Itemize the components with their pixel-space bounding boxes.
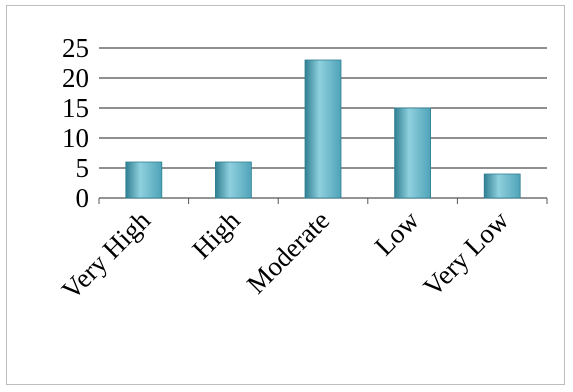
x-category-label-moderate: Moderate [241,205,335,299]
y-tick-label-25: 25 [62,33,89,63]
y-tick-label-0: 0 [76,183,90,213]
bars [125,59,521,199]
chart-frame: 0 5 10 15 20 25 Very High High Moderate Low Very … [6,5,565,385]
y-tick-label-20: 20 [62,63,89,93]
x-category-label-very-low: Very Low [417,205,514,302]
bar-high [214,161,252,199]
bar-low [394,107,432,199]
x-axis-ticks [98,198,548,204]
x-category-label-very-high: Very High [56,205,157,306]
x-category-label-low: Low [369,205,426,262]
x-category-label-high: High [186,205,246,265]
y-tick-label-15: 15 [62,93,89,123]
bar-moderate [304,59,342,199]
bar-very-high [125,161,163,199]
bar-very-low [483,173,521,199]
y-tick-label-5: 5 [76,153,90,183]
y-tick-label-10: 10 [62,123,89,153]
